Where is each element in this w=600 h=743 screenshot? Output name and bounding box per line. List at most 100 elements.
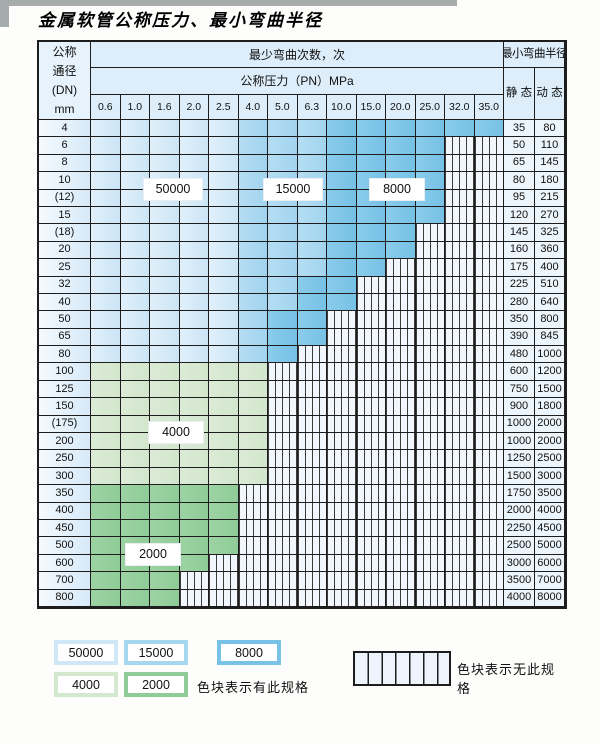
static-value-cell: 350: [504, 311, 535, 329]
no-spec-hatch-cell: [445, 415, 475, 434]
band-cell-8000: [268, 328, 298, 347]
band-cell-8000: [327, 189, 357, 207]
band-cell-8000: [474, 120, 504, 138]
band-cell-50000: [120, 241, 150, 260]
band-cell-50000: [179, 328, 209, 347]
dn-cell: 40: [39, 293, 91, 312]
band-cell-50000: [91, 137, 121, 155]
no-spec-hatch-cell: [474, 433, 504, 451]
no-spec-hatch-cell: [445, 398, 475, 416]
band-cell-2000: [179, 554, 209, 573]
no-spec-hatch-cell: [415, 328, 445, 347]
band-cell-2000: [150, 520, 180, 538]
band-cell-2000: [91, 589, 121, 607]
dn-cell: 25: [39, 259, 91, 277]
band-cell-15000: [268, 276, 298, 294]
band-cell-4000: [209, 398, 239, 416]
static-value-cell: 3000: [504, 554, 535, 573]
band-cell-8000: [386, 224, 416, 242]
band-cell-50000: [120, 346, 150, 364]
static-value-cell: 1500: [504, 467, 535, 486]
band-cell-50000: [91, 172, 121, 190]
no-spec-hatch-cell: [179, 589, 209, 607]
dynamic-value-cell: 510: [535, 276, 565, 294]
no-spec-hatch-cell: [386, 276, 416, 294]
band-cell-50000: [179, 311, 209, 329]
band-cell-4000: [120, 398, 150, 416]
page-title: 金属软管公称压力、最小弯曲半径: [38, 11, 323, 31]
band-cell-50000: [209, 189, 239, 207]
band-cell-50000: [91, 206, 121, 225]
legend-no-spec-swatch: [353, 651, 451, 686]
band-cell-4000: [91, 363, 121, 381]
dynamic-value-cell: 4000: [535, 502, 565, 521]
band-cell-8000: [327, 224, 357, 242]
band-cell-8000: [356, 154, 386, 173]
band-cell-2000: [179, 537, 209, 555]
no-spec-hatch-cell: [268, 554, 298, 573]
band-cell-2000: [150, 502, 180, 521]
band-cell-4000: [120, 363, 150, 381]
pressure-col-header: 15.0: [356, 95, 386, 120]
dynamic-value-cell: 215: [535, 189, 565, 207]
static-value-cell: 4000: [504, 589, 535, 607]
band-cell-15000: [268, 259, 298, 277]
no-spec-hatch-cell: [474, 485, 504, 503]
no-spec-hatch-cell: [327, 363, 357, 381]
pressure-col-header: 1.6: [150, 95, 180, 120]
no-spec-hatch-cell: [445, 189, 475, 207]
no-spec-hatch-cell: [268, 537, 298, 555]
dn-cell: 4: [39, 120, 91, 138]
band-cell-50000: [150, 224, 180, 242]
band-cell-4000: [238, 467, 268, 486]
no-spec-hatch-cell: [415, 433, 445, 451]
dn-cell: 125: [39, 380, 91, 399]
band-cell-8000: [386, 154, 416, 173]
dynamic-column-header: 动 态: [535, 68, 565, 120]
no-spec-hatch-cell: [386, 346, 416, 364]
cycle-label-4000: 4000: [148, 421, 204, 444]
band-cell-50000: [179, 137, 209, 155]
band-cell-50000: [179, 346, 209, 364]
static-value-cell: 1000: [504, 433, 535, 451]
band-cell-50000: [91, 154, 121, 173]
dynamic-value-cell: 8000: [535, 589, 565, 607]
band-cell-50000: [209, 293, 239, 312]
pressure-col-header: 6.3: [297, 95, 327, 120]
band-cell-2000: [120, 502, 150, 521]
no-spec-hatch-cell: [297, 415, 327, 434]
no-spec-hatch-cell: [474, 172, 504, 190]
dn-cell: 500: [39, 537, 91, 555]
dn-cell: 350: [39, 485, 91, 503]
band-cell-4000: [91, 398, 121, 416]
band-cell-4000: [91, 415, 121, 434]
pressure-col-header: 0.6: [91, 95, 121, 120]
no-spec-hatch-cell: [327, 346, 357, 364]
band-cell-2000: [91, 554, 121, 573]
band-cell-15000: [268, 241, 298, 260]
no-spec-hatch-cell: [238, 485, 268, 503]
no-spec-hatch-cell: [356, 380, 386, 399]
no-spec-hatch-cell: [297, 467, 327, 486]
band-cell-2000: [120, 589, 150, 607]
band-cell-50000: [209, 276, 239, 294]
no-spec-hatch-cell: [386, 380, 416, 399]
band-cell-50000: [91, 328, 121, 347]
no-spec-hatch-cell: [297, 433, 327, 451]
no-spec-hatch-cell: [297, 346, 327, 364]
band-cell-2000: [209, 537, 239, 555]
band-cell-8000: [327, 154, 357, 173]
band-cell-15000: [238, 276, 268, 294]
band-cell-8000: [297, 328, 327, 347]
no-spec-hatch-cell: [356, 589, 386, 607]
pressure-col-header: 25.0: [415, 95, 445, 120]
band-cell-8000: [327, 206, 357, 225]
no-spec-hatch-cell: [268, 485, 298, 503]
band-cell-2000: [150, 589, 180, 607]
band-cell-50000: [91, 189, 121, 207]
static-value-cell: 120: [504, 206, 535, 225]
no-spec-hatch-cell: [386, 259, 416, 277]
band-cell-8000: [356, 137, 386, 155]
dynamic-value-cell: 640: [535, 293, 565, 312]
no-spec-hatch-cell: [386, 328, 416, 347]
